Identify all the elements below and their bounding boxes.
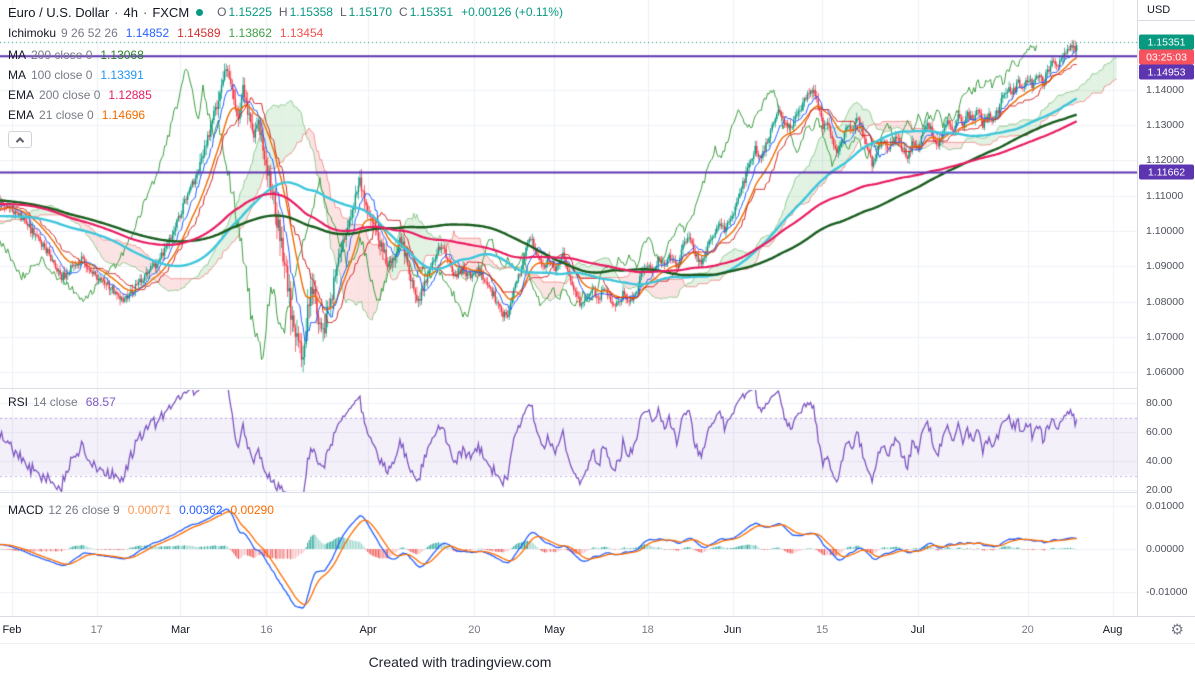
chevron-up-icon: [15, 136, 25, 146]
indicator-value: 1.14852: [125, 26, 170, 40]
price-tick-label: 1.14000: [1146, 83, 1184, 96]
time-axis-label: Aug: [1102, 624, 1123, 636]
time-axis-label: 17: [90, 624, 103, 636]
indicator-params: 14 close: [33, 395, 78, 409]
interval-label: 4h: [123, 4, 138, 20]
close-value: 1.15351: [409, 5, 454, 19]
indicator-name: MA: [8, 68, 26, 82]
pane-separator[interactable]: [0, 492, 1195, 493]
indicator-value: 0.00290: [230, 503, 274, 517]
rsi-tick-label: 80.00: [1146, 397, 1173, 409]
price-change: +0.00126 (+0.11%): [461, 5, 563, 19]
indicator-name: RSI: [8, 395, 29, 409]
time-axis[interactable]: Feb 17 Mar 16 Apr 20 May 18 Jun 15 Jul 20 Aug ⚙: [0, 616, 1195, 643]
rsi-tick-label: 20.00: [1146, 484, 1173, 496]
countdown-badge: 03:25:03: [1139, 49, 1194, 65]
indicator-legend-ichimoku[interactable]: Ichimoku 9 26 52 26 1.14852 1.14589 1.13…: [8, 24, 563, 42]
time-axis-label: 20: [1021, 624, 1034, 636]
indicator-value: 1.13391: [100, 68, 144, 82]
time-axis-label: Jul: [910, 624, 925, 636]
indicator-params: 9 26 52 26: [61, 26, 118, 40]
rsi-legend[interactable]: RSI 14 close 68.57: [8, 395, 116, 409]
price-tick-label: 1.10000: [1146, 225, 1184, 238]
macd-tick-label: 0.01000: [1146, 500, 1184, 512]
high-value: 1.15358: [289, 5, 333, 19]
chart-canvas[interactable]: [0, 0, 1137, 616]
time-axis-label: May: [544, 624, 565, 636]
market-status-icon: [196, 8, 204, 16]
rsi-tick-label: 60.00: [1146, 426, 1173, 438]
price-tick-label: 1.13000: [1146, 119, 1184, 132]
title-separator: ·: [114, 4, 119, 20]
indicator-params: 100 close 0: [31, 68, 93, 82]
indicator-value: 1.14696: [101, 108, 146, 122]
indicator-params: 21 close 0: [39, 108, 94, 122]
low-label: L: [339, 5, 347, 19]
indicator-name: MA: [8, 48, 26, 62]
currency-label[interactable]: USD: [1138, 0, 1195, 21]
price-tick-label: 1.09000: [1146, 260, 1184, 273]
macd-legend[interactable]: MACD 12 26 close 9 0.00071 0.00362 0.002…: [8, 503, 274, 517]
indicator-legend-ema200[interactable]: EMA 200 close 0 1.12885: [8, 86, 563, 104]
indicator-value: 1.13454: [279, 26, 324, 40]
indicator-legend-ma100[interactable]: MA 100 close 0 1.13391: [8, 66, 563, 84]
collapse-indicators-button[interactable]: [8, 131, 32, 148]
open-label: O: [217, 5, 227, 19]
time-axis-label: 16: [260, 624, 273, 636]
time-axis-label: 20: [468, 624, 481, 636]
indicator-value: 68.57: [85, 395, 116, 409]
high-label: H: [278, 5, 288, 19]
indicator-legend-ma200[interactable]: MA 200 close 0 1.13068: [8, 46, 563, 64]
indicator-value: 1.13068: [100, 48, 144, 62]
macd-tick-label: -0.01000: [1146, 586, 1188, 598]
title-separator: ·: [142, 4, 148, 20]
indicator-value: 1.13862: [228, 26, 272, 40]
indicator-params: 200 close 0: [39, 88, 101, 102]
time-axis-label: Apr: [359, 624, 377, 636]
price-tick-label: 1.08000: [1146, 295, 1184, 308]
low-value: 1.15170: [348, 5, 393, 19]
indicator-value: 0.00071: [127, 503, 172, 517]
symbol-name: Euro / U.S. Dollar: [8, 4, 110, 20]
footer-text: Created with tradingview.com: [368, 653, 552, 670]
indicator-name: EMA: [8, 88, 35, 102]
settings-gear-icon[interactable]: ⚙: [1170, 621, 1184, 639]
symbol-title-row[interactable]: Euro / U.S. Dollar · 4h · FXCM O 1.15225 …: [8, 2, 563, 22]
time-axis-label: Jun: [723, 624, 742, 636]
close-label: C: [399, 5, 408, 19]
last-price-badge: 1.15351: [1139, 34, 1194, 50]
indicator-name: EMA: [8, 108, 35, 122]
macd-tick-label: 0.00000: [1146, 543, 1184, 555]
price-axis[interactable]: USD 1.14000 1.13000 1.12000 1.11000 1.10000 1…: [1137, 0, 1195, 616]
time-axis-label: Mar: [170, 624, 190, 636]
level-price-badge: 1.11662: [1139, 164, 1194, 180]
indicator-value: 1.12885: [108, 88, 152, 102]
price-tick-label: 1.07000: [1146, 330, 1184, 343]
indicator-value: 1.14589: [177, 26, 221, 40]
indicator-params: 200 close 0: [31, 48, 93, 62]
open-value: 1.15225: [228, 5, 272, 19]
indicator-name: Ichimoku: [8, 26, 57, 40]
rsi-tick-label: 40.00: [1146, 455, 1173, 467]
price-tick-label: 1.11000: [1146, 189, 1184, 202]
indicator-params: 12 26 close 9: [48, 503, 120, 517]
main-legend: Euro / U.S. Dollar · 4h · FXCM O 1.15225 …: [8, 2, 563, 148]
price-tick-label: 1.06000: [1146, 366, 1184, 379]
time-axis-label: 18: [641, 624, 654, 636]
indicator-name: MACD: [8, 503, 44, 517]
price-tick-label: 1.12000: [1146, 154, 1184, 167]
time-axis-label: 15: [816, 624, 829, 636]
exchange-label: FXCM: [152, 4, 190, 20]
footer: Created with tradingview.com: [0, 643, 1195, 679]
level-price-badge: 1.14953: [1139, 64, 1194, 80]
time-axis-label: Feb: [2, 624, 22, 636]
indicator-value: 0.00362: [179, 503, 223, 517]
pane-separator[interactable]: [0, 388, 1195, 389]
indicator-legend-ema21[interactable]: EMA 21 close 0 1.14696: [8, 106, 563, 124]
